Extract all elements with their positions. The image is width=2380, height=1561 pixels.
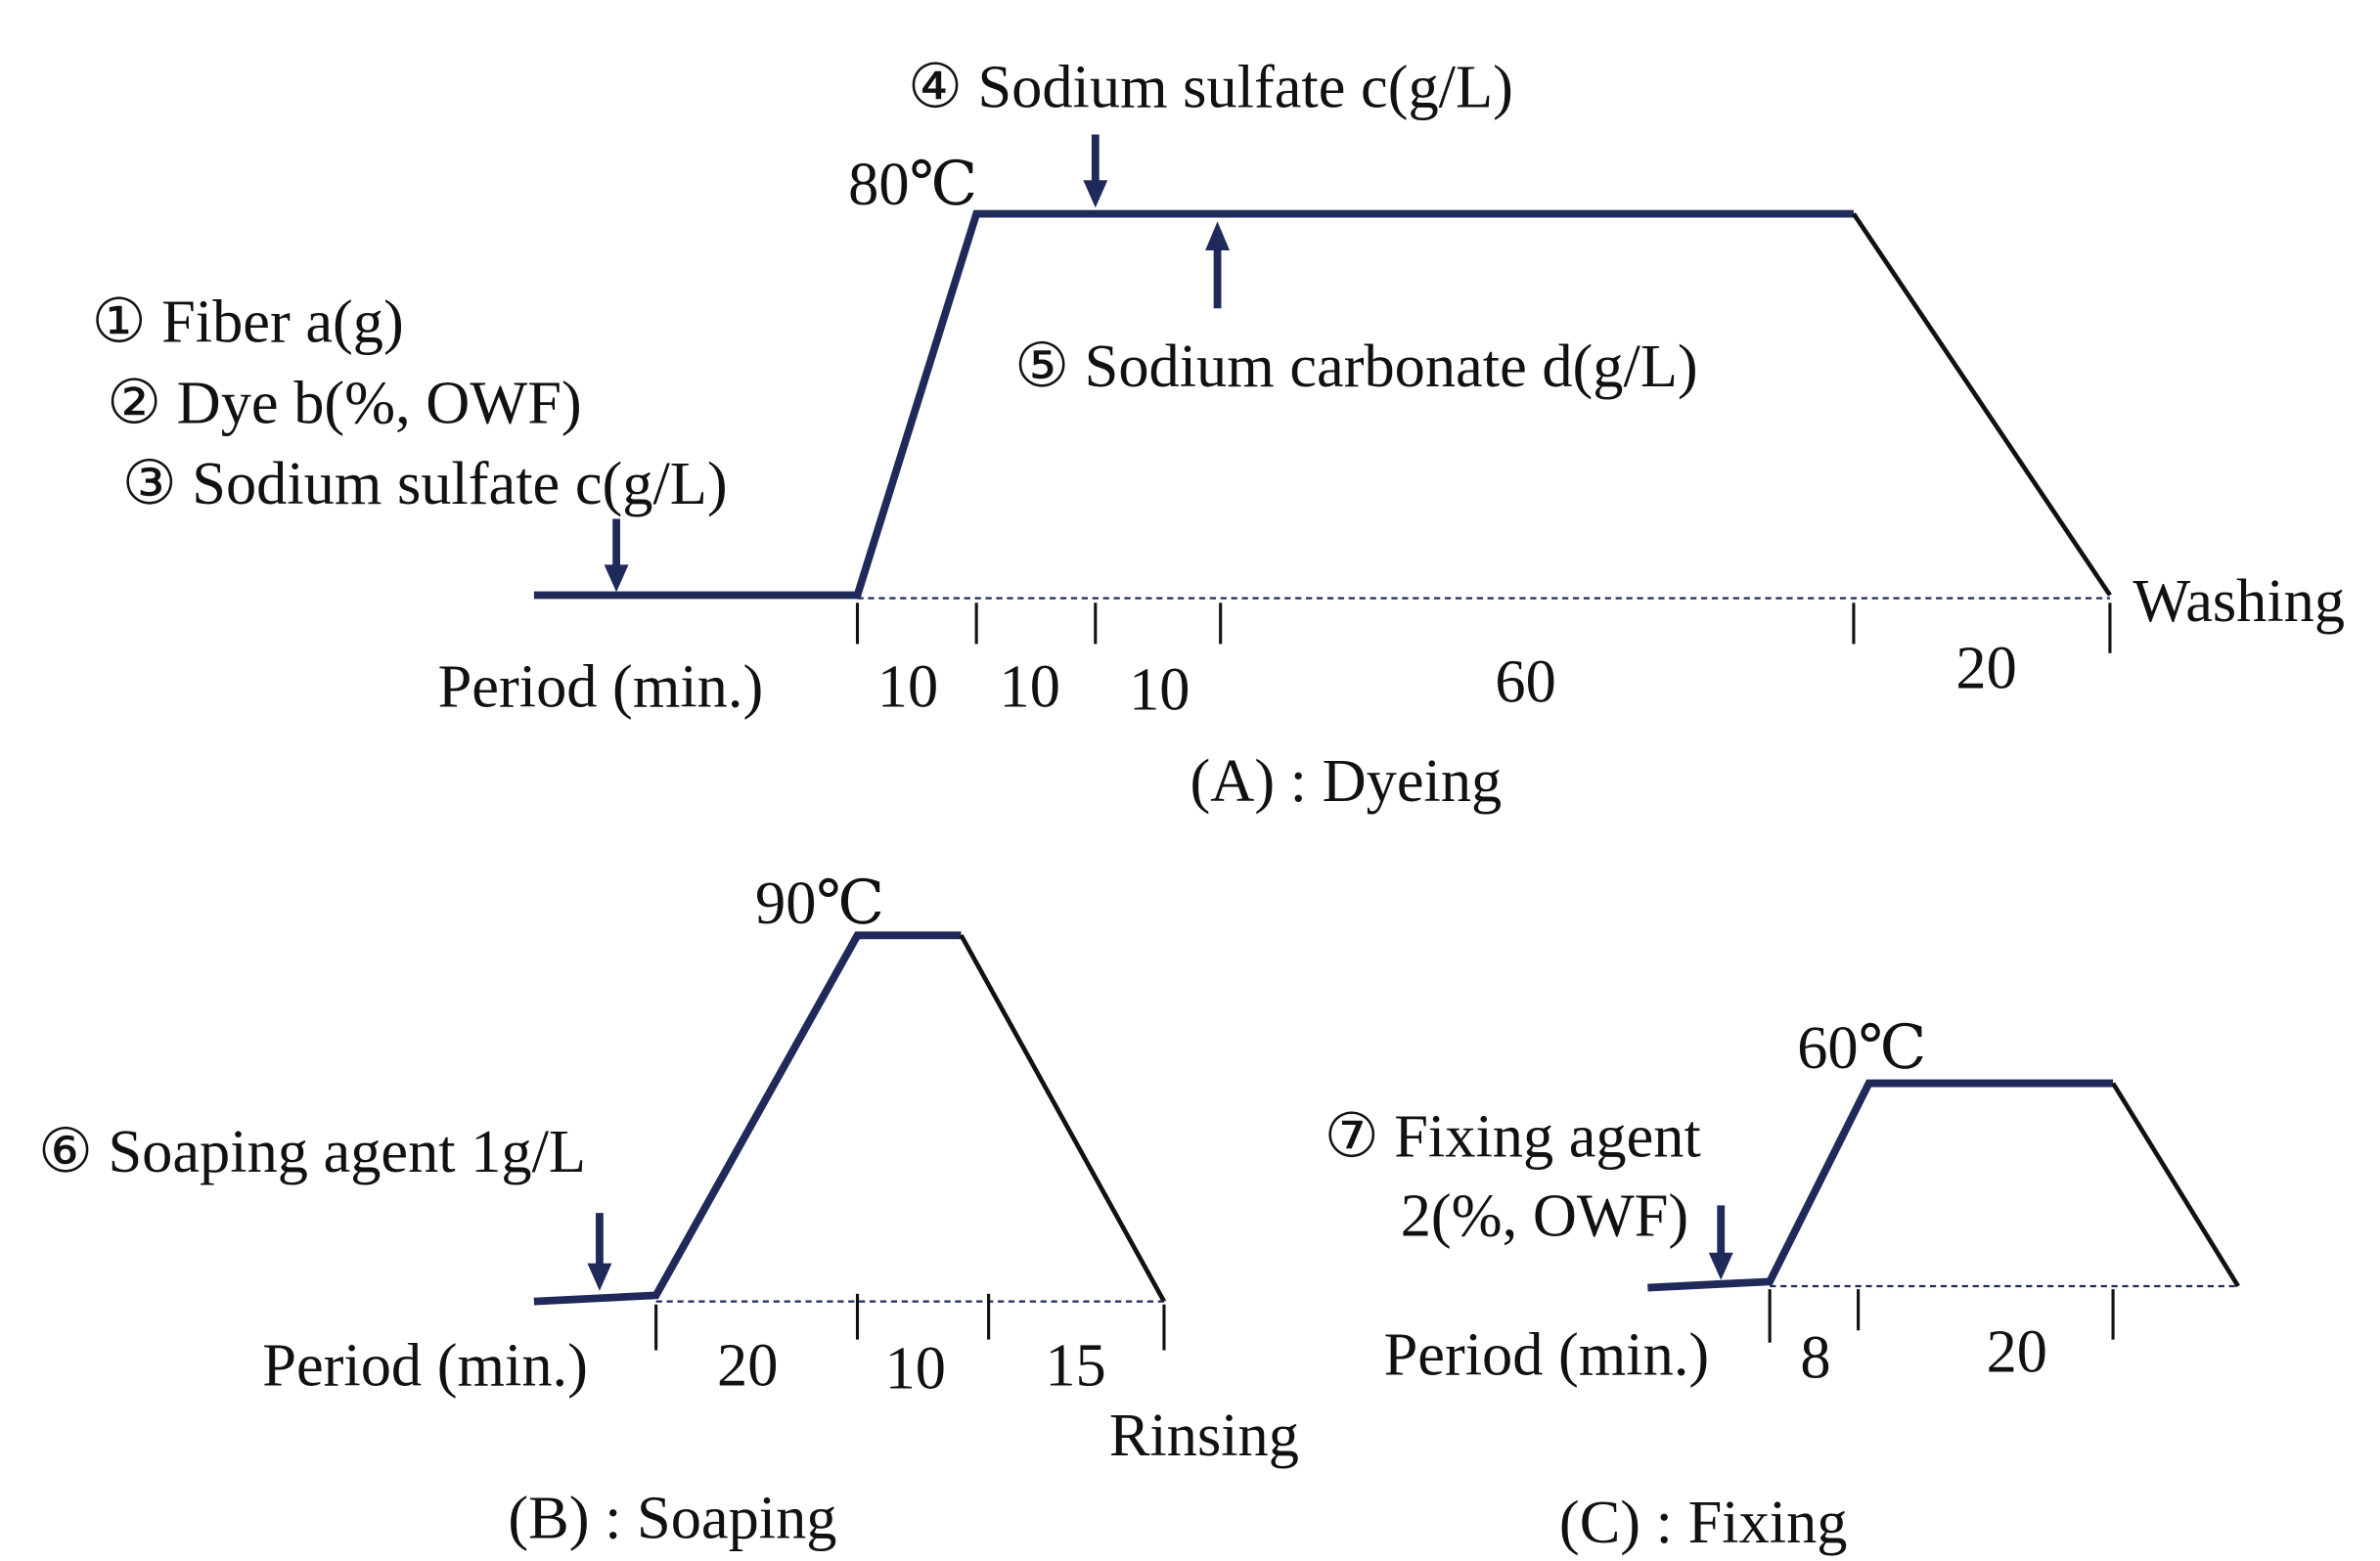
addition: ③ Sodium sulfate c(g/L) (122, 450, 728, 517)
addition: ④ Sodium sulfate c(g/L) (908, 53, 1513, 120)
fixing-profile: ⑦ Fixing agent 2(%, OWF) 60℃ Period (min… (1325, 1014, 2240, 1556)
addition: ⑤ Sodium carbonate d(g/L) (1014, 333, 1698, 400)
arrow-head (587, 1263, 612, 1291)
arrow-head (604, 564, 629, 593)
period: 10 (885, 1335, 946, 1403)
temp-line (533, 209, 1854, 600)
addition: ⑦ Fixing agent (1325, 1102, 1701, 1170)
temp-line (533, 931, 962, 1306)
arrow-head (1708, 1252, 1733, 1280)
cooling-line (1851, 212, 2112, 597)
soaping-profile: ⑥ Soaping agent 1g/L 90℃ Period (min.) 2… (38, 870, 1299, 1552)
addition: ② Dye b(%, OWF) (107, 369, 582, 436)
caption: (C) : Fixing (1559, 1489, 1848, 1556)
period-label: Period (min.) (1384, 1320, 1710, 1388)
caption: (A) : Dyeing (1190, 747, 1503, 815)
period: 10 (1000, 652, 1060, 720)
end-label: Washing (2133, 567, 2345, 635)
caption: (B) : Soaping (508, 1484, 836, 1551)
dyeing-profile: ④ Sodium sulfate c(g/L) 80℃ ① Fiber a(g)… (92, 53, 2345, 815)
cooling-line (959, 934, 1167, 1303)
temp-line (1647, 1079, 2114, 1292)
temperature: 80℃ (848, 151, 977, 218)
end-label: Rinsing (1109, 1402, 1299, 1469)
temperature: 60℃ (1797, 1014, 1926, 1082)
arrow-head (1205, 221, 1231, 251)
period: 10 (877, 652, 938, 720)
period: 15 (1045, 1331, 1105, 1399)
period: 20 (1955, 635, 2016, 702)
period: 8 (1800, 1324, 1830, 1392)
period: 20 (717, 1331, 778, 1399)
period: 20 (1987, 1317, 2047, 1385)
addition: ⑥ Soaping agent 1g/L (38, 1118, 586, 1185)
period: 10 (1129, 655, 1190, 723)
temperature: 90℃ (755, 870, 884, 937)
cooling-line (2111, 1082, 2240, 1288)
addition: 2(%, OWF) (1401, 1182, 1688, 1250)
ticks (855, 602, 2112, 653)
arrow-head (1083, 180, 1108, 208)
period: 60 (1495, 648, 1555, 716)
addition: ① Fiber a(g) (92, 289, 404, 356)
period-label: Period (min.) (438, 652, 764, 720)
period-label: Period (min.) (262, 1331, 588, 1399)
